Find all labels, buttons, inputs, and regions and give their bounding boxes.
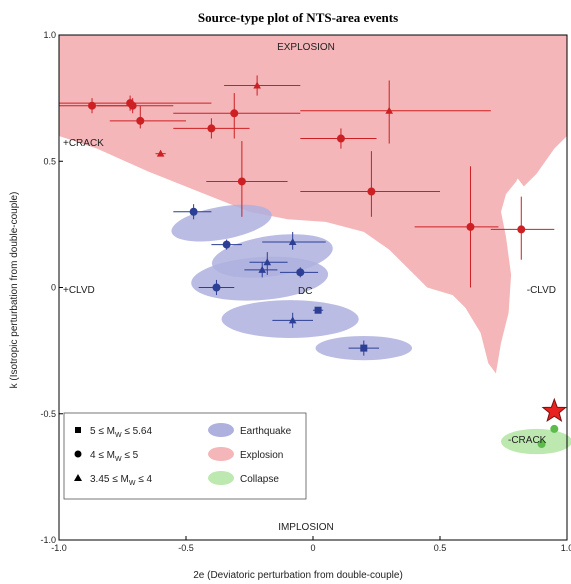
y-tick-label: -0.5 [40,409,56,419]
explosion-point [128,101,137,110]
explosion-point [88,101,97,110]
earthquake-point [288,316,297,324]
legend-square-marker [75,427,81,433]
explosion-point [237,177,246,186]
collapse-point [550,424,559,433]
collapse-region [500,428,571,455]
explosion-point [230,109,239,118]
explosion-point [156,149,165,157]
x-tick-label: -1.0 [51,543,67,553]
points-layer [88,81,568,449]
explosion-point [466,222,475,231]
earthquake-point [222,240,231,249]
explosion-region [59,35,567,374]
legend-magnitude-label: 3.45 ≤ MW ≤ 4 [90,474,152,487]
explosion-point [385,106,393,114]
ticks-layer: -1.0-1.0 -0.5 -0.5 0 0 0.5 0.5 1.0 1.0 [40,30,571,553]
legend-circle-marker [74,450,82,458]
legend-region-label: Collapse [240,474,279,485]
legend-region-swatch [208,423,234,437]
annotation-dc: DC [298,286,312,297]
y-tick-label: 0.5 [43,156,56,166]
y-axis-label: k (Isotropic perturbation from double-co… [9,192,20,389]
chart-title: Source-type plot of NTS-area events [198,10,398,25]
earthquake-point [360,344,368,352]
x-tick-label: 0 [310,543,315,553]
earthquake-point [212,283,221,292]
explosion-point [336,134,345,143]
annotation-clvd-pos: +CLVD [63,285,95,296]
error-bars-layer [59,75,555,356]
legend-region-swatch [208,471,234,485]
collapse-point [537,440,546,449]
legend-region-label: Explosion [240,450,283,461]
legend: 5 ≤ MW ≤ 5.64 4 ≤ MW ≤ 5 3.45 ≤ MW ≤ 4 Eart… [63,412,307,500]
legend-magnitude-label: 4 ≤ MW ≤ 5 [90,450,139,463]
regions-layer [59,35,571,455]
y-tick-label: -1.0 [40,535,56,545]
legend-magnitude-label: 5 ≤ MW ≤ 5.64 [90,426,152,439]
x-axis-label: 2e (Deviatoric perturbation from double-… [193,570,403,581]
legend-triangle-marker [74,474,82,481]
y-tick-label: 1.0 [43,30,56,40]
explosion-point [207,124,216,133]
x-tick-label: -0.5 [178,543,194,553]
earthquake-point [296,268,305,277]
legend-region-label: Earthquake [240,426,292,437]
explosion-point [367,187,376,196]
y-tick-label: 0 [51,283,56,293]
earthquake-region [191,256,329,301]
explosion-point [136,116,145,125]
legend-region-swatch [208,447,234,461]
star-marker [541,397,568,423]
annotation-crack-pos: +CRACK [63,138,104,149]
annotation-clvd-neg: -CLVD [527,285,556,296]
annotation-explosion: EXPLOSION [277,42,335,53]
x-tick-label: 1.0 [561,543,571,553]
legend-box [63,412,307,500]
earthquake-point [258,265,266,273]
x-tick-label: 0.5 [434,543,447,553]
earthquake-point [189,207,198,216]
earthquake-region [221,300,359,338]
earthquake-point [263,258,272,266]
annotation-implosion: IMPLOSION [278,522,334,533]
earthquake-point [288,238,297,246]
earthquake-point [314,306,322,314]
annotation-crack-neg: -CRACK [508,435,547,446]
explosion-point [517,225,526,234]
explosion-point [253,81,261,89]
